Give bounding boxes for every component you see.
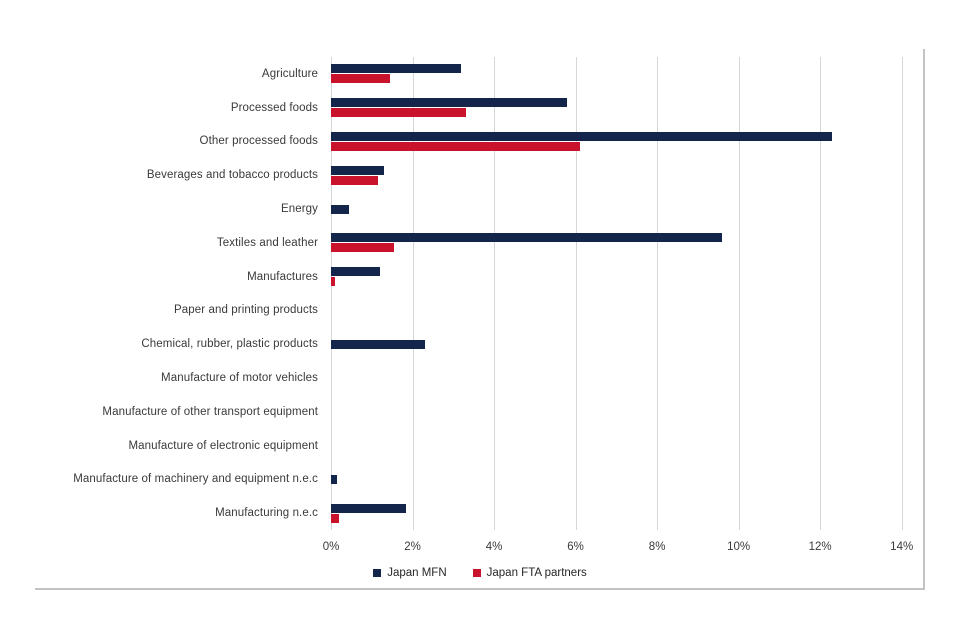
category-label: Paper and printing products — [174, 304, 318, 317]
x-tick-label: 6% — [567, 541, 584, 553]
chart-row — [331, 260, 923, 294]
gridline — [494, 57, 496, 530]
legend-item: Japan MFN — [373, 567, 447, 579]
bar-japan-fta-partners — [331, 141, 580, 151]
chart-row — [331, 192, 923, 226]
chart-row — [331, 327, 923, 361]
gridline — [820, 57, 822, 530]
bar-japan-fta-partners — [331, 513, 340, 523]
bar-japan-mfn — [331, 233, 723, 243]
category-label: Manufacture of machinery and equipment n… — [73, 473, 318, 486]
chart-row — [331, 395, 923, 429]
bar-japan-fta-partners — [331, 277, 336, 287]
chart-row — [331, 57, 923, 91]
chart-row — [331, 226, 923, 260]
gridline — [657, 57, 659, 530]
category-label: Energy — [280, 203, 318, 216]
legend: Japan MFN Japan FTA partners — [0, 564, 960, 582]
x-tick-label: 14% — [890, 541, 914, 553]
category-label: Agriculture — [261, 67, 318, 80]
x-tick-label: 2% — [404, 541, 421, 553]
gridline — [331, 57, 332, 530]
chart-row — [331, 463, 923, 497]
legend-marker-icon — [472, 569, 481, 577]
bar-japan-fta-partners — [331, 108, 466, 118]
bar-japan-fta-partners — [331, 74, 391, 84]
chart-row — [331, 429, 923, 463]
gridline — [575, 57, 577, 530]
legend-item: Japan FTA partners — [472, 567, 587, 579]
category-label: Other processed foods — [199, 135, 318, 148]
gridline — [901, 57, 903, 530]
chart-row — [331, 91, 923, 125]
bar-japan-mfn — [331, 474, 338, 484]
bar-japan-mfn — [331, 64, 462, 74]
chart-row — [331, 361, 923, 395]
category-label: Manufactures — [247, 270, 318, 283]
bar-japan-mfn — [331, 165, 384, 175]
bar-japan-fta-partners — [331, 243, 395, 253]
category-label: Textiles and leather — [216, 236, 318, 249]
chart-row — [331, 294, 923, 328]
category-label: Manufacture of motor vehicles — [161, 372, 318, 385]
x-tick-label: 8% — [648, 541, 666, 553]
category-label: Manufacture of other transport equipment — [102, 405, 318, 418]
chart-row — [331, 158, 923, 192]
category-label: Processed foods — [230, 101, 318, 114]
x-tick-label: 4% — [485, 541, 503, 553]
bar-japan-mfn — [331, 131, 833, 141]
bar-japan-mfn — [331, 204, 350, 214]
legend-label: Japan MFN — [387, 567, 447, 579]
bar-japan-fta-partners — [331, 175, 378, 185]
category-label: Manufacturing n.e.c — [215, 507, 318, 520]
legend-marker-icon — [373, 569, 382, 577]
category-label: Manufacture of electronic equipment — [128, 439, 318, 452]
plot-area — [331, 57, 923, 530]
gridline — [412, 57, 414, 530]
chart-row — [331, 496, 923, 530]
x-tick-label: 10% — [727, 541, 751, 553]
chart-row — [331, 125, 923, 159]
x-tick-label: 0% — [322, 541, 340, 553]
x-axis: 0% 2% 4% 6% 8% 10% 12% 14% — [323, 541, 923, 557]
bar-japan-mfn — [331, 339, 425, 349]
gridline — [738, 57, 740, 530]
category-label: Beverages and tobacco products — [146, 169, 318, 182]
bar-japan-mfn — [331, 267, 380, 277]
bar-japan-mfn — [331, 98, 568, 108]
x-tick-label: 12% — [808, 541, 832, 553]
category-label: Chemical, rubber, plastic products — [141, 338, 318, 351]
bar-japan-mfn — [331, 503, 407, 513]
legend-label: Japan FTA partners — [486, 567, 587, 579]
